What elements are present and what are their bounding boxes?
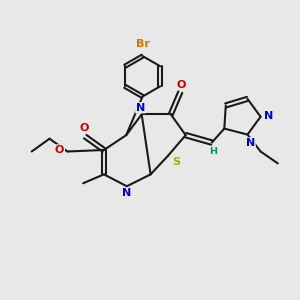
Text: O: O <box>55 145 64 155</box>
Text: N: N <box>264 110 274 121</box>
Text: O: O <box>79 123 89 133</box>
Text: S: S <box>172 158 180 167</box>
Text: Br: Br <box>136 39 149 49</box>
Text: N: N <box>122 188 131 198</box>
Text: N: N <box>246 138 255 148</box>
Text: N: N <box>136 103 145 113</box>
Text: H: H <box>209 147 217 156</box>
Text: O: O <box>176 80 186 90</box>
